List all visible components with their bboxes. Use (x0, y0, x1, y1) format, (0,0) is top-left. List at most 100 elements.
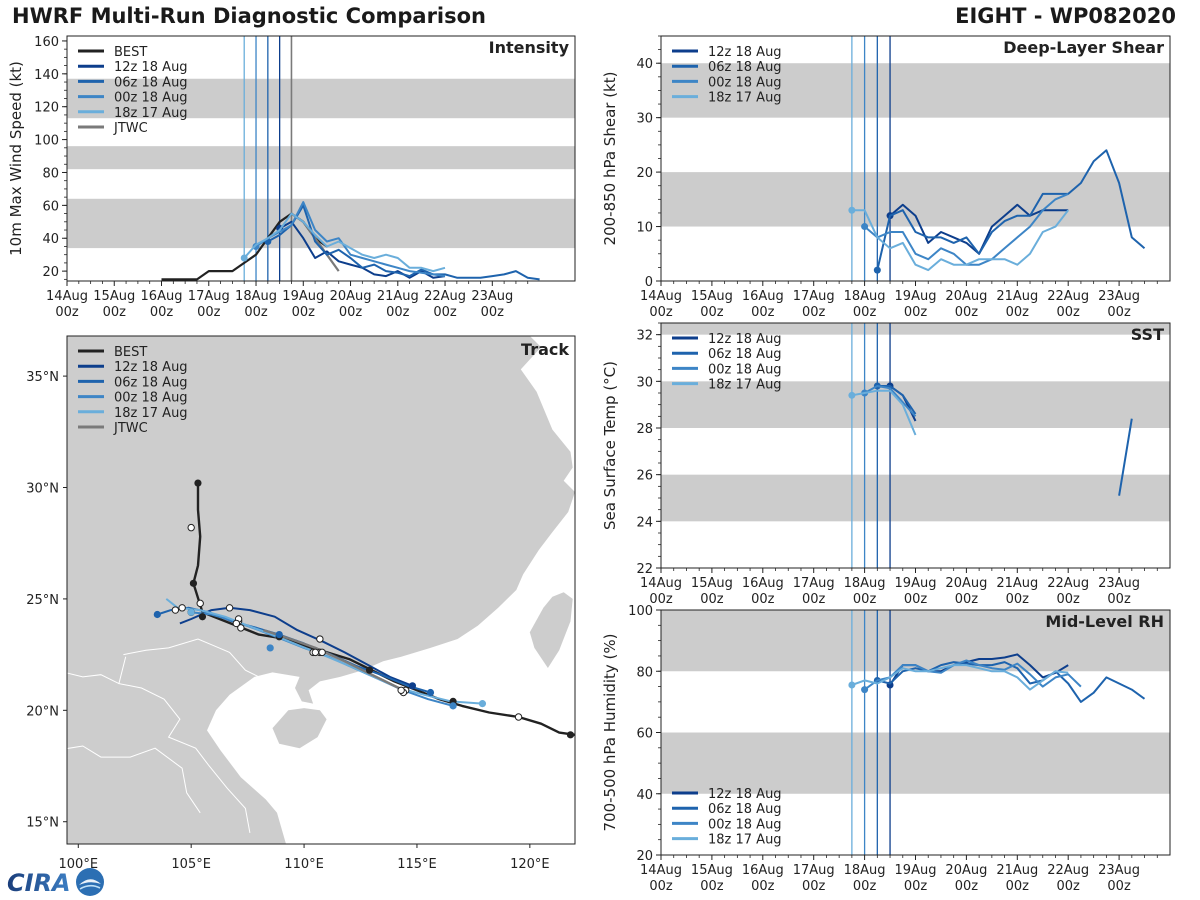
track-marker-open-best (196, 599, 204, 608)
shear-xtick-hour: 00z (1057, 305, 1081, 320)
rh-ytick-label: 80 (636, 665, 653, 680)
sst-legend-entry-12z-18-aug: 12z 18 Aug (708, 332, 782, 347)
track-legend-entry-12z-18-aug: 12z 18 Aug (114, 360, 188, 375)
storm-id-title: EIGHT - WP082020 (955, 4, 1176, 28)
rh-ylabel: 700-500 hPa Humidity (%) (601, 633, 619, 831)
intensity-series-06z-18-aug (267, 204, 540, 281)
sst-xtick-day: 15Aug (691, 576, 733, 591)
intensity-legend-entry-18z-17-aug: 18z 17 Aug (114, 106, 188, 121)
sst-xtick-day: 17Aug (793, 576, 835, 591)
intensity-xtick-hour: 00z (55, 305, 79, 320)
rh-xtick-day: 18Aug (844, 863, 886, 878)
track-marker-best (365, 666, 374, 674)
intensity-ytick-label: 60 (42, 199, 59, 214)
sst-legend-entry-00z-18-aug: 00z 18 Aug (708, 362, 782, 377)
track-marker-18z-17-aug (187, 608, 195, 616)
track-marker-06z-18-aug (426, 688, 435, 697)
intensity-xtick-hour: 00z (292, 305, 316, 320)
rh-legend-entry-18z-17-aug: 18z 17 Aug (708, 833, 782, 848)
rh-xtick-hour: 00z (802, 879, 826, 894)
intensity-ytick-label: 120 (34, 101, 59, 116)
track-marker-open-best (514, 713, 523, 721)
track-panel: 100°E 105°E 110°E 115°E 120°E15°N20°N25°N30°… (26, 335, 576, 872)
sst-series-06z-18-aug-tail (1118, 418, 1133, 496)
sst-ytick-label: 26 (636, 469, 653, 484)
intensity-xtick-hour: 00z (339, 305, 363, 320)
rh-ytick-label: 60 (636, 727, 653, 742)
track-lat-label: 15°N (26, 816, 59, 831)
sst-xtick-day: 23Aug (1098, 576, 1140, 591)
intensity-legend-entry-06z-18-aug: 06z 18 Aug (114, 75, 188, 90)
rh-xtick-hour: 00z (1107, 879, 1131, 894)
track-marker-open-18z-17-aug (178, 604, 186, 612)
shear-ytick-label: 30 (636, 112, 653, 127)
rh-xtick-hour: 00z (955, 879, 979, 894)
rh-legend-entry-06z-18-aug: 06z 18 Aug (708, 802, 782, 817)
track-marker-open-12z-18-aug (316, 635, 324, 643)
shear-xtick-hour: 00z (1107, 305, 1131, 320)
intensity-xtick-day: 20Aug (330, 289, 372, 304)
intensity-xtick-day: 21Aug (377, 289, 419, 304)
sst-xtick-day: 22Aug (1047, 576, 1089, 591)
rh-ytick-label: 40 (636, 788, 653, 803)
track-marker-open-18z-17-aug (311, 648, 320, 657)
rh-xtick-day: 17Aug (793, 863, 835, 878)
shear-series-start-18z-17-aug (848, 206, 856, 214)
shear-xtick-hour: 00z (904, 305, 928, 320)
rh-xtick-hour: 00z (700, 879, 724, 894)
rh-panel-title: Mid-Level RH (1045, 612, 1164, 631)
track-marker-00z-18-aug (266, 644, 274, 652)
track-marker-best (194, 479, 202, 487)
shear-ytick-label: 40 (636, 57, 653, 72)
shear-ytick-label: 10 (636, 221, 653, 236)
sst-series-start-18z-17-aug (848, 391, 856, 399)
track-marker-00z-18-aug (449, 702, 457, 710)
intensity-legend-entry-best: BEST (114, 45, 147, 60)
rh-legend-entry-12z-18-aug: 12z 18 Aug (708, 787, 782, 802)
rh-band-1 (661, 610, 1170, 672)
intensity-panel-title: Intensity (489, 38, 570, 57)
sst-xtick-day: 21Aug (996, 576, 1038, 591)
track-lon-label: 110°E (284, 857, 324, 872)
track-marker-open-06z-18-aug (171, 606, 180, 614)
shear-band-0 (661, 172, 1170, 227)
intensity-ytick-label: 80 (42, 166, 59, 181)
rh-ytick-label: 100 (628, 604, 653, 619)
rh-series-start-00z-18-aug (861, 686, 869, 694)
rh-xtick-hour: 00z (904, 879, 928, 894)
rh-series-00z-18-aug (864, 659, 1082, 691)
shear-xtick-day: 19Aug (895, 289, 937, 304)
shear-panel-title: Deep-Layer Shear (1003, 38, 1164, 57)
sst-ytick-label: 24 (636, 515, 653, 530)
track-lon-label: 105°E (171, 857, 211, 872)
cira-logo: CIRA (7, 868, 104, 897)
rh-xtick-hour: 00z (853, 879, 877, 894)
sst-xtick-day: 14Aug (640, 576, 682, 591)
intensity-ytick-label: 40 (42, 232, 59, 247)
intensity-ytick-label: 140 (34, 68, 59, 83)
track-marker-06z-18-aug (275, 630, 283, 639)
rh-series-start-18z-17-aug (848, 681, 856, 689)
intensity-xtick-hour: 00z (386, 305, 410, 320)
logo-lettering: CIRA (7, 869, 71, 897)
shear-ytick-label: 0 (645, 275, 653, 290)
intensity-xtick-hour: 00z (103, 305, 127, 320)
rh-xtick-day: 15Aug (691, 863, 733, 878)
shear-xtick-day: 16Aug (742, 289, 784, 304)
sst-xtick-day: 20Aug (945, 576, 987, 591)
sst-ytick-label: 22 (636, 562, 653, 577)
shear-xtick-day: 21Aug (996, 289, 1038, 304)
track-marker-open-18z-17-aug (397, 686, 405, 694)
intensity-xtick-hour: 00z (197, 305, 221, 320)
shear-panel: 01020304014Aug00z15Aug00z16Aug00z17Aug00… (601, 35, 1171, 320)
shear-series-18z-17-aug (851, 209, 1069, 272)
intensity-xtick-hour: 00z (150, 305, 174, 320)
track-frame (66, 335, 576, 845)
rh-band-0 (661, 732, 1170, 794)
intensity-series-18z-17-aug (243, 212, 446, 273)
shear-series-start-00z-18-aug (861, 223, 869, 231)
shear-xtick-hour: 00z (1006, 305, 1030, 320)
rh-ytick-label: 20 (636, 849, 653, 864)
intensity-ytick-label: 100 (34, 134, 59, 149)
shear-xtick-day: 15Aug (691, 289, 733, 304)
